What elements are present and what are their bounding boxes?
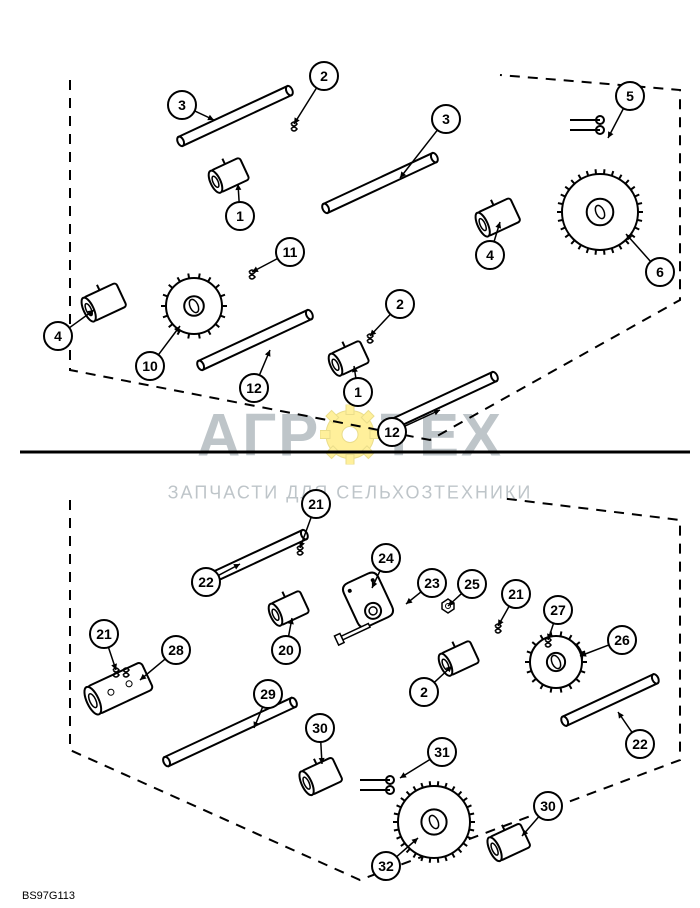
svg-text:29: 29 (260, 686, 276, 702)
svg-text:22: 22 (198, 574, 214, 590)
svg-text:30: 30 (540, 798, 556, 814)
svg-text:4: 4 (486, 247, 494, 263)
svg-text:32: 32 (378, 858, 394, 874)
svg-text:12: 12 (384, 424, 400, 440)
svg-text:2: 2 (420, 684, 428, 700)
svg-text:3: 3 (178, 97, 186, 113)
svg-text:30: 30 (312, 720, 328, 736)
svg-text:3: 3 (442, 111, 450, 127)
svg-text:11: 11 (283, 244, 298, 260)
diagram-canvas: АГР ТЕХ ЗАПЧАСТИ ДЛЯ СЕЛЬХОЗТЕХНИКИ (0, 0, 700, 908)
svg-text:21: 21 (96, 626, 112, 642)
svg-text:27: 27 (550, 602, 566, 618)
svg-text:12: 12 (246, 380, 262, 396)
svg-text:21: 21 (508, 586, 524, 602)
parts-group (76, 85, 660, 863)
svg-text:10: 10 (142, 358, 158, 374)
svg-text:25: 25 (464, 576, 480, 592)
svg-text:31: 31 (434, 744, 450, 760)
svg-text:23: 23 (424, 575, 440, 591)
svg-text:2: 2 (396, 296, 404, 312)
svg-text:28: 28 (168, 642, 184, 658)
svg-text:1: 1 (236, 208, 244, 224)
drawing-code: BS97G113 (22, 890, 75, 902)
svg-text:2: 2 (320, 68, 328, 84)
svg-layer: 2313456114101221122122202423252127226222… (0, 0, 700, 908)
svg-text:26: 26 (614, 632, 630, 648)
svg-text:6: 6 (656, 264, 664, 280)
svg-text:5: 5 (626, 88, 634, 104)
svg-text:22: 22 (632, 736, 648, 752)
svg-text:4: 4 (54, 328, 62, 344)
svg-text:24: 24 (378, 550, 394, 566)
svg-text:21: 21 (308, 496, 324, 512)
svg-text:20: 20 (278, 642, 294, 658)
svg-text:1: 1 (354, 384, 362, 400)
